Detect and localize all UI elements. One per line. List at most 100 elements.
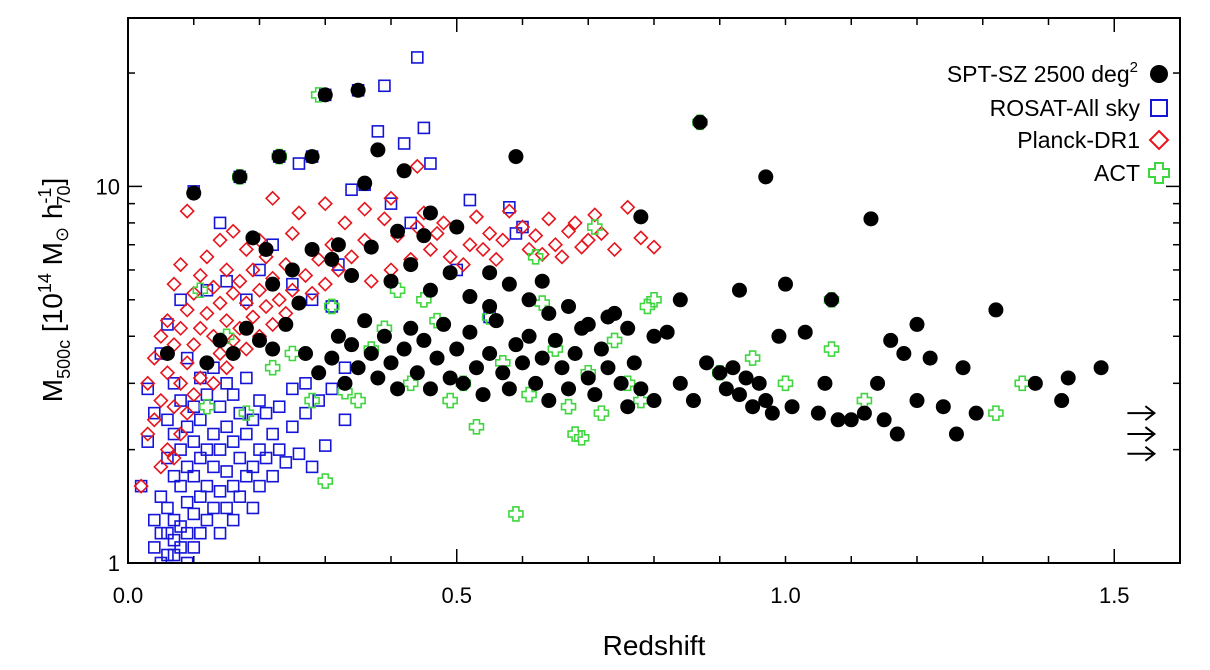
spt-point — [731, 387, 747, 403]
spt-point — [547, 332, 563, 348]
spt-point — [580, 316, 596, 332]
planck-point — [442, 249, 458, 265]
rosat-point — [246, 460, 260, 474]
rosat-point — [509, 227, 523, 240]
planck-point — [567, 215, 583, 231]
spt-point — [350, 360, 366, 376]
planck-point — [646, 239, 662, 255]
planck-point — [488, 251, 504, 268]
rosat-point — [207, 460, 220, 474]
rosat-point — [141, 382, 155, 396]
rosat-point — [299, 406, 312, 420]
planck-point — [501, 203, 517, 219]
rosat-point — [226, 435, 240, 448]
planck-point — [429, 225, 445, 242]
spt-point — [620, 320, 636, 336]
legend-item-rosat: ROSAT-All sky — [990, 95, 1168, 121]
spt-point — [1027, 375, 1043, 391]
x-axis-title: Redshift — [603, 630, 706, 661]
spt-point — [745, 399, 761, 415]
legend-item-spt: SPT-SZ 2500 deg2 — [947, 59, 1168, 87]
rosat-point — [253, 263, 266, 277]
rosat-point — [180, 460, 194, 474]
spt-point — [363, 345, 379, 361]
spt-point — [843, 412, 859, 428]
planck-point — [468, 209, 485, 225]
rosat-point — [272, 400, 286, 414]
planck-point — [212, 345, 228, 362]
spt-point — [376, 328, 392, 344]
spt-point — [567, 345, 583, 361]
planck-point — [462, 237, 478, 253]
planck-point — [554, 249, 570, 265]
rosat-point — [312, 394, 325, 407]
rosat-point — [299, 377, 312, 390]
rosat-point — [233, 406, 247, 420]
spt-point — [587, 387, 603, 403]
rosat-point — [161, 413, 174, 427]
spt-point — [784, 399, 800, 415]
spt-point — [265, 276, 281, 292]
spt-point — [232, 169, 248, 185]
arrow-marker — [1127, 426, 1157, 442]
spt-point — [876, 412, 892, 428]
spt-point — [482, 345, 498, 361]
spt-point — [508, 149, 524, 165]
planck-point — [179, 302, 195, 318]
svg-text:SPT-SZ 2500 deg2: SPT-SZ 2500 deg2 — [947, 59, 1138, 87]
spt-point — [442, 370, 458, 386]
act-point — [527, 249, 544, 265]
planck-point — [225, 223, 241, 239]
act-point — [646, 291, 662, 308]
spt-point — [422, 381, 438, 397]
rosat-point — [305, 460, 319, 474]
rosat-point — [325, 300, 339, 313]
spt-point — [324, 251, 340, 267]
planck-point — [317, 276, 333, 292]
spt-point — [758, 169, 774, 185]
arrow-marker — [1127, 405, 1157, 421]
spt-point — [370, 142, 386, 158]
spt-point — [390, 381, 406, 397]
spt-point — [357, 175, 373, 191]
spt-point — [646, 393, 662, 409]
spt-point — [561, 298, 577, 314]
rosat-point — [174, 520, 187, 533]
planck-point — [317, 196, 333, 212]
spt-point — [824, 292, 840, 308]
spt-point — [245, 230, 261, 246]
rosat-point — [220, 501, 233, 515]
y-tick-label: 10 — [96, 174, 120, 199]
spt-point — [225, 345, 241, 361]
rosat-point — [180, 556, 194, 563]
planck-point — [159, 442, 176, 458]
spt-point — [692, 114, 708, 130]
x-tick-label: 0.5 — [441, 583, 472, 608]
rosat-point — [371, 125, 385, 138]
spt-point — [541, 393, 557, 409]
spt-point — [403, 257, 419, 273]
rosat-point — [174, 443, 187, 456]
spt-point — [298, 345, 314, 361]
svg-text:Planck-DR1: Planck-DR1 — [1017, 127, 1140, 153]
rosat-point — [253, 443, 266, 456]
spt-point — [344, 337, 360, 353]
rosat-point — [194, 490, 207, 503]
spt-point — [870, 375, 886, 391]
spt-point — [409, 365, 425, 381]
x-tick-label: 1.0 — [770, 583, 801, 608]
rosat-point — [246, 501, 260, 515]
spt-point — [955, 360, 971, 376]
spt-point — [488, 313, 504, 329]
spt-point — [468, 360, 484, 376]
spt-point — [304, 149, 320, 165]
spt-point — [501, 381, 517, 397]
planck-point — [238, 341, 254, 357]
spt-point — [291, 295, 307, 311]
spt-point — [797, 324, 813, 340]
spt-point — [278, 316, 294, 332]
rosat-point — [286, 420, 299, 434]
spt-point — [324, 350, 340, 366]
rosat-point — [161, 451, 174, 465]
